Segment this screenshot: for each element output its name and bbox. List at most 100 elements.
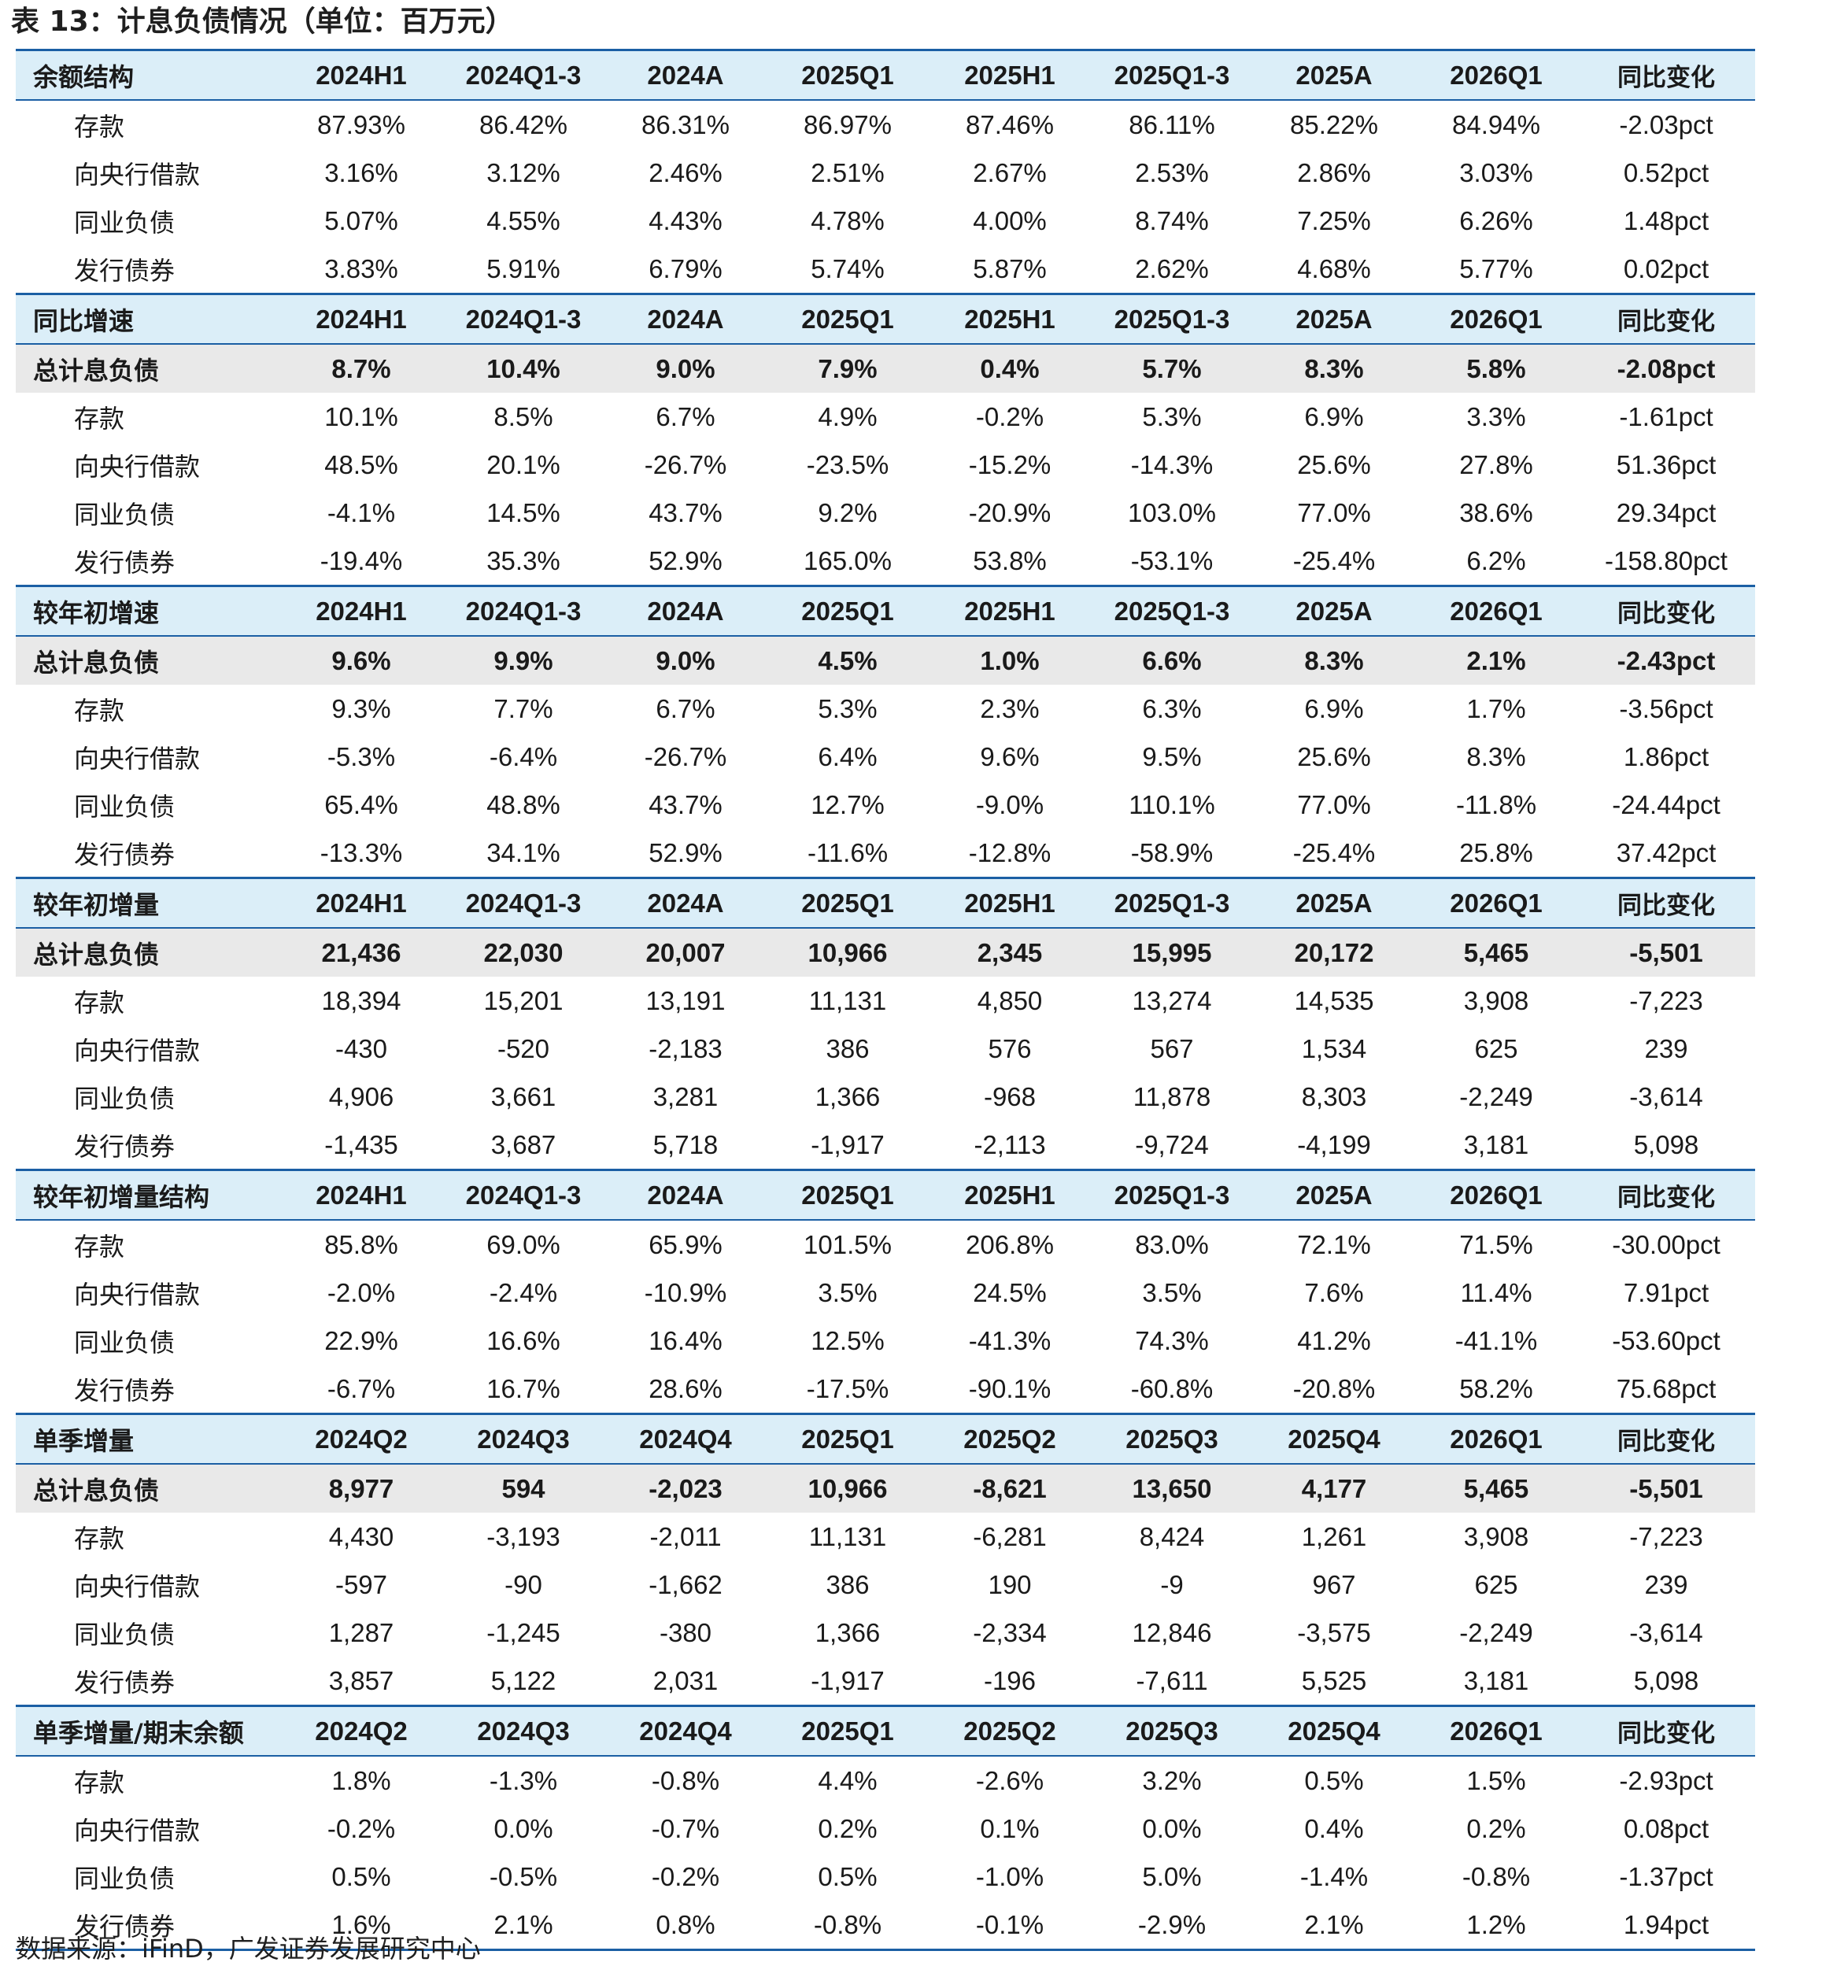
table-cell: 7.25% (1297, 205, 1371, 235)
table-cell: -90.1% (968, 1373, 1052, 1403)
table-row: 同业负债 65.4% 48.8% 43.7% 12.7% -9.0% 110.1% 77.0%… (16, 781, 1755, 829)
column-header-period: 2025Q1-3 (1091, 49, 1253, 101)
column-header-period: 2026Q1 (1415, 1705, 1577, 1757)
table-cell: 5.7% (1091, 344, 1253, 393)
table-row: 存款 87.93% 86.42% 86.31% 86.97% 87.46% 86.11% 85… (16, 100, 1755, 149)
table-cell: 12.7% (811, 789, 885, 819)
table-cell: -24.44pct (1612, 789, 1720, 819)
row-label: 向央行借款 (74, 1815, 201, 1846)
table-cell: -597 (334, 1569, 388, 1599)
table-cell: 85.22% (1290, 109, 1378, 139)
table-cell: 3,181 (1463, 1665, 1529, 1695)
table-cell: 4,430 (328, 1521, 394, 1551)
table-cell: 4.4% (818, 1765, 878, 1795)
total-row: 总计息负债 8,977 594 -2,023 10,966 -8,621 13,650 4,1… (16, 1464, 1755, 1513)
row-label: 同业负债 (74, 1083, 176, 1114)
column-header-period: 2025Q1-3 (1091, 1169, 1253, 1221)
table-cell: 75.68pct (1616, 1373, 1717, 1403)
table-body: 余额结构 2024H1 2024Q1-3 2024A 2025Q1 2025H1 2025Q… (16, 49, 1755, 1951)
interest-bearing-liabilities-table: 余额结构 2024H1 2024Q1-3 2024A 2025Q1 2025H1 2025Q… (16, 49, 1755, 1951)
table-cell: 22,030 (442, 928, 604, 977)
table-cell: 25.6% (1297, 741, 1371, 771)
table-cell: 567 (1150, 1033, 1194, 1063)
column-header-period: 2024H1 (280, 49, 442, 101)
table-row: 发行债券 1.6% 2.1% 0.8% -0.8% -0.1% -2.9% 2.1% 1.2% 1… (16, 1901, 1755, 1951)
table-cell: -2.6% (975, 1765, 1044, 1795)
table-cell: -11.6% (807, 837, 889, 867)
table-cell: -8,621 (929, 1464, 1091, 1513)
table-cell: 2.53% (1135, 157, 1209, 187)
table-cell: -0.8% (767, 1901, 929, 1951)
column-header-period: 2024H1 (280, 293, 442, 345)
table-cell: 967 (1312, 1569, 1356, 1599)
table-cell: -1,435 (324, 1129, 398, 1159)
column-header-period: 2025Q2 (929, 1705, 1091, 1757)
table-cell: 4,906 (328, 1081, 394, 1111)
table-cell: 20,007 (604, 928, 767, 977)
table-cell: 12.5% (811, 1325, 885, 1355)
table-cell: 625 (1474, 1033, 1518, 1063)
column-header-period: 2024Q1-3 (442, 585, 604, 637)
column-header-period: 2025Q1 (767, 1169, 929, 1221)
table-cell: 85.8% (324, 1229, 398, 1259)
table-cell: -12.8% (968, 837, 1052, 867)
column-header-period: 2025Q1 (767, 293, 929, 345)
table-cell: -9.0% (975, 789, 1044, 819)
row-label: 向央行借款 (74, 159, 201, 190)
table-cell: 101.5% (804, 1229, 892, 1259)
table-cell: -1.0% (975, 1861, 1044, 1891)
table-cell: 10.4% (442, 344, 604, 393)
column-header-period: 2024H1 (280, 877, 442, 929)
row-label: 发行债券 (74, 255, 176, 286)
table-title: 表 13：计息负债情况（单位：百万元） (11, 6, 514, 38)
column-header-period: 2025Q1-3 (1091, 877, 1253, 929)
table-cell: -3,193 (486, 1521, 560, 1551)
table-row: 存款 10.1% 8.5% 6.7% 4.9% -0.2% 5.3% 6.9% 3.3% -1.6… (16, 393, 1755, 441)
column-header-period: 2025A (1253, 1169, 1415, 1221)
table-cell: 71.5% (1459, 1229, 1533, 1259)
table-cell: -26.7% (644, 449, 727, 479)
table-cell: -430 (334, 1033, 388, 1063)
section-header-row: 同比增速 2024H1 2024Q1-3 2024A 2025Q1 2025H1 2025Q… (16, 293, 1755, 345)
table-cell: 9.0% (604, 636, 767, 685)
column-header-period: 2024Q1-3 (442, 49, 604, 101)
table-cell: 52.9% (649, 545, 723, 575)
table-cell: -7,223 (1629, 985, 1703, 1015)
table-row: 发行债券 3.83% 5.91% 6.79% 5.74% 5.87% 2.62% 4.68% 5… (16, 245, 1755, 294)
column-header-period: 2024Q2 (280, 1705, 442, 1757)
table-cell: 10,966 (767, 928, 929, 977)
column-header-period: 2025Q2 (929, 1413, 1091, 1465)
table-cell: 3.3% (1466, 401, 1526, 431)
table-cell: -0.8% (651, 1765, 720, 1795)
table-cell: 2.1% (1253, 1901, 1415, 1951)
table-row: 存款 85.8% 69.0% 65.9% 101.5% 206.8% 83.0% 72.1% 7… (16, 1220, 1755, 1269)
table-cell: 8,303 (1301, 1081, 1367, 1111)
column-header-period: 2024Q1-3 (442, 293, 604, 345)
table-cell: -2.08pct (1577, 344, 1755, 393)
table-cell: 0.1% (980, 1813, 1040, 1843)
table-cell: -19.4% (320, 545, 403, 575)
table-cell: 72.1% (1297, 1229, 1371, 1259)
table-cell: 5,718 (652, 1129, 719, 1159)
row-label: 发行债券 (74, 1131, 176, 1162)
table-cell: -41.1% (1454, 1325, 1538, 1355)
table-cell: 1.94pct (1577, 1901, 1755, 1951)
table-cell: 3,908 (1463, 985, 1529, 1015)
table-cell: -11.8% (1455, 789, 1537, 819)
column-header-period: 2024H1 (280, 585, 442, 637)
table-cell: 84.94% (1452, 109, 1540, 139)
column-header-period: 2025Q4 (1253, 1413, 1415, 1465)
table-cell: 5,098 (1633, 1665, 1699, 1695)
column-header-period: 2025A (1253, 585, 1415, 637)
table-cell: 3.16% (324, 157, 398, 187)
table-cell: -0.5% (489, 1861, 558, 1891)
section-header-row: 较年初增速 2024H1 2024Q1-3 2024A 2025Q1 2025H1 2025… (16, 585, 1755, 637)
column-header-period: 2024A (604, 293, 767, 345)
table-cell: 25.6% (1297, 449, 1371, 479)
table-row: 向央行借款 -0.2% 0.0% -0.7% 0.2% 0.1% 0.0% 0.4% 0.2% 0… (16, 1805, 1755, 1853)
column-header-period: 2024A (604, 1169, 767, 1221)
table-row: 存款 9.3% 7.7% 6.7% 5.3% 2.3% 6.3% 6.9% 1.7% -3.56p… (16, 685, 1755, 733)
table-cell: -9,724 (1135, 1129, 1209, 1159)
table-cell: 87.93% (317, 109, 405, 139)
table-row: 发行债券 -19.4% 35.3% 52.9% 165.0% 53.8% -53.1% -25… (16, 537, 1755, 586)
